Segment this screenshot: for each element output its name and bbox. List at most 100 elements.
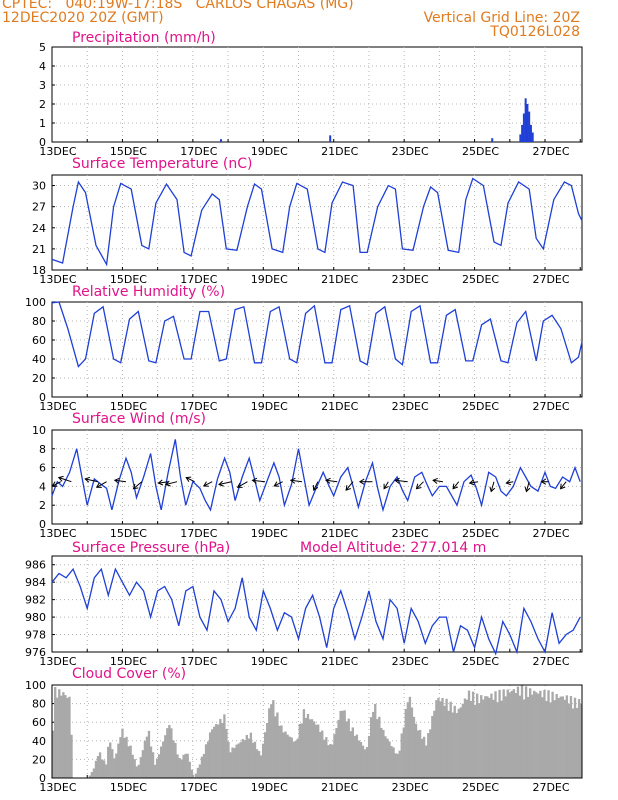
cloud-cover-bar xyxy=(508,692,511,778)
cloud-cover-bar xyxy=(137,764,140,778)
x-tick-label: 25DEC xyxy=(462,781,499,794)
y-tick-label: 984 xyxy=(25,576,46,589)
plot-frame xyxy=(51,429,583,525)
cloud-cover-bar xyxy=(410,707,414,778)
y-tick-label: 982 xyxy=(25,594,46,607)
cloud-cover-bar xyxy=(149,746,153,778)
cloud-cover-bar xyxy=(414,723,418,778)
cloud-cover-bar xyxy=(107,746,110,778)
cloud-cover-bar xyxy=(575,707,579,778)
x-tick-label: 15DEC xyxy=(110,400,147,413)
y-tick-label: 980 xyxy=(25,611,46,624)
cloud-cover-bar xyxy=(555,693,558,778)
y-tick-label: 2 xyxy=(39,499,46,512)
cloud-cover-bar xyxy=(284,731,287,778)
y-tick-label: 5 xyxy=(39,41,46,54)
x-tick-label: 23DEC xyxy=(392,527,429,540)
cloud-cover-bar xyxy=(382,729,385,778)
cloud-cover-bar xyxy=(253,741,257,778)
x-tick-label: 17DEC xyxy=(180,781,217,794)
panel-surface-pressure: Surface Pressure (hPa) Model Altitude: 2… xyxy=(25,540,583,668)
cloud-cover-bar xyxy=(537,693,540,778)
x-tick-label: 25DEC xyxy=(462,145,499,158)
cloud-cover-bar xyxy=(272,700,275,778)
cloud-cover-bar xyxy=(304,717,308,778)
wind-vector xyxy=(58,477,72,483)
cloud-cover-bar xyxy=(166,728,169,778)
cloud-cover-bar xyxy=(147,730,151,778)
wind-vector-head xyxy=(383,483,389,490)
cloud-cover-bar xyxy=(255,749,259,778)
wind-vector-head xyxy=(505,479,512,486)
x-tick-label: 21DEC xyxy=(321,527,358,540)
cloud-cover-bar xyxy=(367,735,371,778)
x-tick-label: 19DEC xyxy=(251,273,288,286)
plot-frame xyxy=(51,684,583,779)
cloud-cover-bar xyxy=(68,696,71,778)
x-tick-label: 27DEC xyxy=(532,655,569,668)
wind-vector-head xyxy=(312,485,319,491)
cloud-cover-bar xyxy=(261,743,265,778)
y-tick-label: 976 xyxy=(25,646,46,659)
panel-relative-humidity: Relative Humidity (%) 13DEC 15DEC 17DEC 19D… xyxy=(25,284,583,413)
cloud-cover-bar xyxy=(58,689,61,778)
cloud-cover-bar xyxy=(241,739,244,778)
y-tick-label: 27 xyxy=(32,201,46,214)
cloud-cover-bar xyxy=(384,736,387,778)
cloud-cover-bar xyxy=(541,697,544,778)
cloud-cover-bar xyxy=(278,725,281,778)
x-tick-label: 13DEC xyxy=(39,655,76,668)
cloud-cover-bar xyxy=(308,719,312,778)
x-tick-label: 27DEC xyxy=(532,781,569,794)
cloud-cover-bar xyxy=(243,740,246,778)
wind-vector xyxy=(114,479,127,483)
cloud-cover-bar xyxy=(343,710,346,778)
cloud-cover-bar xyxy=(363,749,367,778)
x-tick-label: 21DEC xyxy=(321,400,358,413)
x-tick-label: 17DEC xyxy=(180,273,217,286)
cloud-cover-bar xyxy=(225,728,228,778)
cloud-cover-bar xyxy=(529,688,532,778)
cloud-cover-bar xyxy=(133,759,136,778)
cloud-cover-bar xyxy=(549,702,552,778)
cloud-cover-bar xyxy=(484,696,487,778)
cloud-cover-bar xyxy=(376,719,379,778)
precip-bar xyxy=(491,138,494,142)
wind-vector xyxy=(383,481,389,489)
cloud-cover-bar xyxy=(400,733,403,778)
cloud-cover-bar xyxy=(370,717,373,778)
cloud-cover-bar xyxy=(170,728,173,778)
cloud-cover-bar xyxy=(365,747,369,778)
x-tick-label: 19DEC xyxy=(251,655,288,668)
cloud-cover-bar xyxy=(319,732,322,778)
wind-vector xyxy=(560,481,567,490)
wind-vector-head xyxy=(202,481,209,487)
cloud-cover-bar xyxy=(461,703,465,778)
wind-vector-head xyxy=(560,483,566,490)
precip-bar xyxy=(526,104,529,142)
cloud-cover-bar xyxy=(54,687,57,778)
y-tick-label: 24 xyxy=(32,222,46,235)
cloud-cover-bar xyxy=(469,700,473,778)
cloud-cover-bar xyxy=(314,724,318,778)
cloud-cover-bar xyxy=(482,699,485,778)
cloud-cover-bar xyxy=(547,690,550,778)
cloud-cover-bar xyxy=(223,714,226,778)
cloud-cover-bar xyxy=(141,750,145,778)
precip-bar xyxy=(528,111,531,142)
cloud-cover-bar xyxy=(392,747,395,778)
cloud-cover-bar xyxy=(215,724,218,778)
wind-vector xyxy=(237,481,248,488)
cloud-cover-bar xyxy=(294,740,297,778)
cloud-cover-bar xyxy=(420,738,424,778)
cloud-cover-bar xyxy=(429,729,432,778)
wind-vector-head xyxy=(468,479,475,486)
wind-vector xyxy=(490,481,495,492)
cloud-cover-bar xyxy=(213,726,216,778)
x-tick-label: 17DEC xyxy=(180,655,217,668)
y-tick-label: 1 xyxy=(39,117,46,130)
x-tick-label: 17DEC xyxy=(180,527,217,540)
cloud-cover-bar xyxy=(345,721,348,778)
cloud-cover-bar xyxy=(233,747,236,778)
